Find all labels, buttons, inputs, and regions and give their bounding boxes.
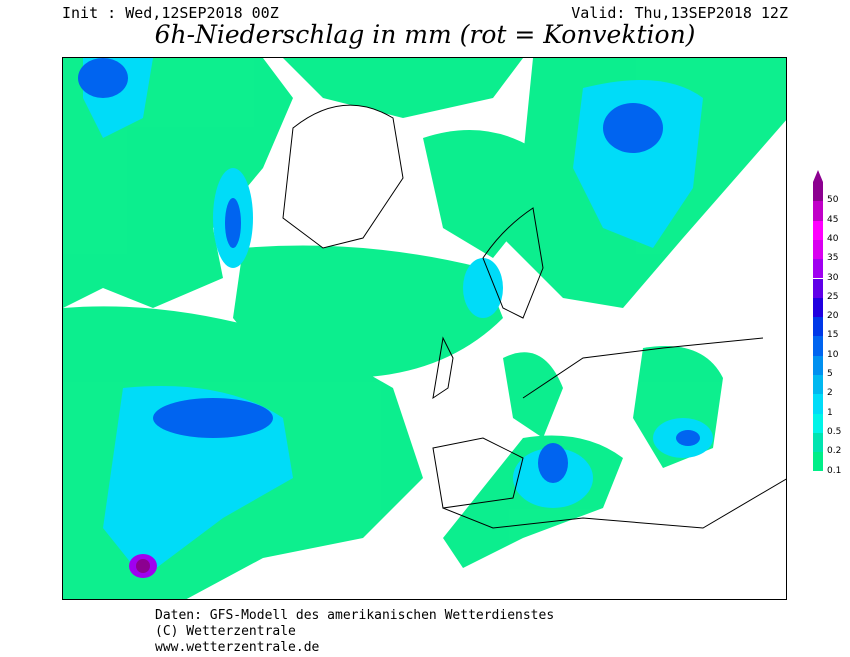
legend-swatch bbox=[813, 355, 823, 375]
footer-data-source: Daten: GFS-Modell des amerikanischen Wet… bbox=[155, 608, 555, 623]
legend-label: 20 bbox=[827, 311, 839, 322]
legend-label: 35 bbox=[827, 253, 839, 264]
legend-swatch bbox=[813, 394, 823, 414]
init-time: Init : Wed,12SEP2018 00Z bbox=[62, 4, 279, 22]
legend-swatch bbox=[813, 432, 823, 453]
legend-label: 45 bbox=[827, 214, 839, 225]
legend-swatch bbox=[813, 413, 823, 433]
valid-time: Valid: Thu,13SEP2018 12Z bbox=[571, 4, 788, 22]
map-canvas bbox=[63, 58, 786, 599]
legend-swatch bbox=[813, 375, 823, 395]
legend-arrow bbox=[813, 170, 823, 182]
legend-label: 50 bbox=[827, 195, 839, 206]
legend-swatch bbox=[813, 297, 823, 318]
legend-label: 15 bbox=[827, 330, 839, 341]
color-legend: 50 45 40 35 30 25 20 15 10 5 2 1 0.5 0.2 0.1 bbox=[813, 170, 849, 490]
map-title: 6h-Niederschlag in mm (rot = Konvektion) bbox=[154, 20, 696, 49]
legend-swatch bbox=[813, 182, 823, 202]
precipitation-map bbox=[62, 57, 787, 600]
legend-label: 25 bbox=[827, 291, 839, 302]
legend-label: 30 bbox=[827, 272, 839, 283]
legend-label: 2 bbox=[827, 388, 833, 399]
legend-label: 1 bbox=[827, 407, 833, 418]
legend-label: 40 bbox=[827, 233, 839, 244]
legend-swatch bbox=[813, 317, 823, 337]
legend-label: 0.5 bbox=[827, 426, 842, 437]
footer-url: www.wetterzentrale.de bbox=[155, 640, 320, 655]
legend-swatch bbox=[813, 278, 823, 298]
legend-label: 0.1 bbox=[827, 465, 842, 476]
precip-heavy bbox=[129, 554, 157, 578]
footer-copyright: (C) Wetterzentrale bbox=[155, 624, 296, 639]
legend-swatch bbox=[813, 452, 823, 472]
legend-label: 5 bbox=[827, 369, 833, 379]
legend-label: 0.2 bbox=[827, 446, 842, 457]
coastlines bbox=[282, 104, 786, 529]
legend-swatch bbox=[813, 336, 823, 356]
legend-swatch bbox=[813, 220, 823, 240]
legend-swatch bbox=[813, 201, 823, 221]
legend-label: 10 bbox=[827, 349, 839, 360]
legend-swatch bbox=[813, 259, 823, 279]
precip-blue bbox=[78, 58, 700, 483]
legend-swatch bbox=[813, 239, 823, 260]
